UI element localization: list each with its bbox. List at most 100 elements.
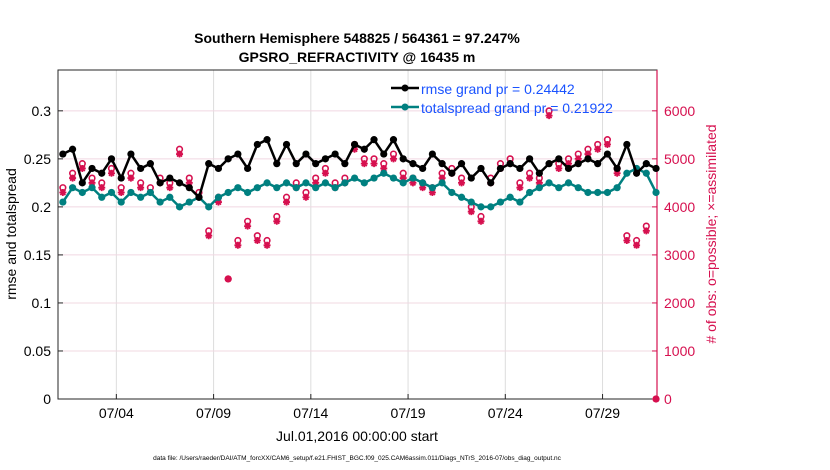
y-right-tick-label: 2000 (664, 295, 695, 311)
totalspread-point (88, 184, 96, 192)
obs-assimilated-marker (214, 198, 222, 206)
rmse-point (613, 164, 621, 173)
rmse-point (535, 169, 543, 177)
rmse-point (185, 184, 193, 192)
obs-possible-marker (632, 236, 641, 245)
obs-assimilated-marker (458, 179, 466, 187)
obs-assimilated-marker (477, 217, 485, 225)
obs-assimilated-marker (78, 164, 86, 172)
totalspread-point (273, 184, 281, 192)
data-file-footer: data file: /Users/raeder/DAI/ATM_forcXX/… (153, 455, 562, 462)
rmse-point (652, 164, 660, 173)
y-tick-label: 0.1 (32, 295, 52, 311)
totalspread-point (467, 198, 475, 206)
totalspread-point (594, 188, 602, 197)
obs-possible-marker (380, 160, 388, 168)
obs-assimilated-marker (516, 184, 524, 192)
chart-title-line-2: GPSRO_REFRACTIVITY @ 16435 m (239, 49, 476, 65)
chart-marks (59, 107, 660, 403)
rmse-point (68, 145, 77, 153)
totalspread-point (506, 193, 514, 201)
rmse-point (642, 160, 650, 168)
chart-title-line-1: Southern Hemisphere 548825 / 564361 = 97… (194, 30, 520, 46)
obs-assimilated-marker (623, 237, 631, 245)
legend-spread-label: totalspread grand pr = 0.21922 (421, 100, 613, 116)
rmse-point (477, 164, 485, 173)
rmse-point (127, 150, 135, 158)
totalspread-point (312, 184, 320, 192)
obs-assimilated-marker (574, 155, 582, 163)
obs-assimilated-marker (69, 174, 77, 182)
obs-assimilated-marker (127, 174, 135, 182)
x-tick-label: 07/29 (585, 405, 620, 421)
obs-possible-marker (564, 155, 573, 163)
obs-possible-marker (175, 145, 184, 153)
rmse-point (438, 160, 446, 168)
obs-assimilated-marker (642, 227, 650, 235)
totalspread-point (389, 174, 398, 182)
rmse-point (321, 155, 330, 163)
totalspread-point (137, 193, 145, 201)
obs-possible-marker (312, 174, 320, 182)
obs-possible-marker (438, 169, 446, 177)
obs-possible-marker (321, 164, 330, 173)
obs-possible-marker (516, 179, 524, 187)
obs-assimilated-marker (565, 160, 573, 168)
rmse-point (555, 155, 563, 163)
totalspread-point (496, 198, 505, 206)
rmse-point (107, 155, 116, 163)
x-tick-label: 07/09 (196, 405, 231, 421)
legend-spread-marker (401, 103, 409, 111)
totalspread-point (205, 203, 213, 211)
rmse-point (224, 155, 232, 163)
totalspread-point (419, 179, 427, 187)
obs-possible-marker (137, 179, 145, 187)
totalspread-point (399, 179, 407, 187)
totalspread-point (623, 169, 631, 177)
rmse-point (214, 164, 223, 173)
rmse-point (584, 155, 592, 163)
totalspread-point (98, 193, 106, 201)
y-tick-label: 0 (43, 391, 51, 407)
totalspread-point (545, 179, 553, 187)
rmse-point (360, 145, 368, 153)
y-right-tick-label: 6000 (664, 103, 695, 119)
obs-possible-marker (477, 212, 485, 221)
obs-assimilated-marker (224, 275, 232, 283)
totalspread-point (331, 184, 339, 192)
totalspread-point (341, 179, 349, 187)
obs-assimilated-marker (253, 237, 261, 245)
obs-possible-marker (59, 184, 67, 192)
totalspread-point (282, 179, 291, 187)
obs-assimilated-marker (438, 174, 446, 182)
totalspread-point (117, 198, 125, 206)
obs-possible-marker (574, 150, 582, 158)
totalspread-point (321, 179, 330, 187)
totalspread-point (244, 188, 252, 197)
totalspread-point (535, 184, 543, 192)
legend-rmse-label: rmse grand pr = 0.24442 (421, 81, 575, 97)
totalspread-point (253, 184, 261, 192)
legend-rmse-marker (401, 84, 409, 92)
y-right-tick-label: 0 (664, 391, 672, 407)
rmse-point (282, 140, 291, 149)
obs-possible-marker (205, 227, 213, 235)
rmse-point (273, 160, 281, 168)
obs-assimilated-marker (302, 193, 310, 201)
rmse-point (146, 160, 154, 168)
obs-possible-marker (389, 150, 398, 158)
x-tick-label: 07/24 (488, 405, 523, 421)
obs-possible-marker (594, 140, 602, 149)
obs-assimilated-marker (176, 150, 184, 158)
obs-possible-marker (370, 155, 378, 163)
x-axis-label: Jul.01,2016 00:00:00 start (276, 428, 438, 444)
obs-assimilated-marker (263, 241, 271, 249)
y-right-tick-label: 3000 (664, 247, 695, 263)
totalspread-point (175, 203, 184, 211)
obs-possible-marker (234, 236, 242, 245)
rmse-point (516, 164, 524, 173)
rmse-point (175, 179, 184, 187)
obs-assimilated-marker (107, 169, 115, 177)
rmse-point (137, 164, 145, 173)
obs-possible-marker (623, 232, 631, 240)
